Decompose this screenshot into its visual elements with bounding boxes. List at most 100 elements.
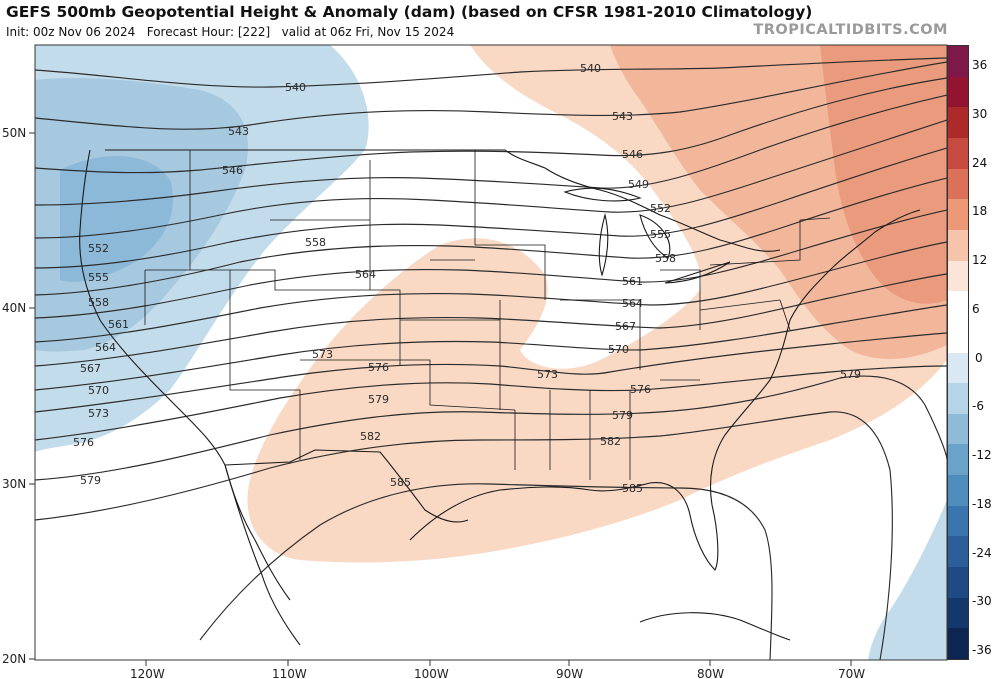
colorbar-segment (948, 628, 968, 660)
contour-label: 570 (608, 343, 629, 356)
colorbar-segment (948, 229, 968, 262)
contour-label: 570 (88, 384, 109, 397)
colorbar-label: 0 (975, 350, 983, 365)
negative-anomaly-southeast (868, 500, 947, 660)
contour-546 (35, 77, 947, 174)
contour-573 (35, 332, 947, 413)
state-lines-central (400, 150, 700, 480)
colorbar-segment (948, 444, 968, 476)
contour-543 (35, 61, 947, 130)
contour-555 (35, 147, 947, 269)
mexico-border (224, 449, 469, 523)
contour-label: 576 (630, 383, 651, 396)
colorbar-label: -18 (972, 496, 992, 511)
colorbar-segment (948, 260, 968, 292)
colorbar-segment (948, 107, 968, 139)
colorbar-segment (948, 597, 968, 629)
contour-label: 558 (655, 252, 676, 265)
contour-label: 579 (80, 474, 101, 487)
colorbar-segment (948, 475, 968, 507)
contour-label: 543 (612, 110, 633, 123)
contour-labels: 540 540 543 543 546 546 549 552 552 555 … (73, 62, 861, 495)
contour-label: 573 (537, 368, 558, 381)
longitude-axis (145, 660, 852, 666)
contour-567 (35, 273, 947, 367)
anomaly-colorbar (947, 45, 969, 660)
contour-579 (35, 375, 947, 481)
colorbar-label: 36 (972, 58, 988, 72)
contour-label: 585 (390, 476, 411, 489)
colorbar-segment (948, 137, 968, 170)
init-time: Init: 00z Nov 06 2024 (6, 25, 136, 39)
state-lines-east (560, 217, 831, 370)
positive-anomaly-northeast-max (820, 45, 947, 304)
contour-540 (35, 57, 947, 88)
contour-570 (35, 304, 947, 391)
great-lakes-erie (664, 261, 731, 284)
contour-label: 585 (622, 482, 643, 495)
contour-label: 582 (600, 435, 621, 448)
contour-label: 546 (222, 164, 243, 177)
contour-label: 564 (622, 297, 643, 310)
colorbar-segment (948, 321, 968, 353)
negative-anomaly-west-max (60, 156, 174, 282)
colorbar-segment (948, 567, 968, 599)
contour-561 (35, 209, 947, 319)
colorbar-label: -12 (972, 448, 992, 462)
baja-coastline (224, 464, 301, 646)
gulf-coastline (409, 209, 921, 571)
colorbar-segment (948, 199, 968, 231)
contour-label: 552 (650, 202, 671, 215)
lon-label: 120W (130, 667, 165, 679)
colorbar-segment (948, 168, 968, 200)
colorbar-segment (948, 536, 968, 568)
contour-552 (35, 119, 947, 239)
colorbar-segment (948, 76, 968, 108)
latitude-axis (29, 132, 35, 660)
chart-title: GEFS 500mb Geopotential Height & Anomaly… (6, 3, 813, 21)
lat-label: 30N (2, 477, 26, 491)
forecast-hour: Forecast Hour: [222] (146, 25, 271, 39)
state-borders (144, 150, 831, 480)
lon-label: 100W (414, 667, 449, 679)
contour-label: 567 (615, 320, 636, 333)
colorbar-segment (948, 46, 968, 78)
contour-label: 561 (622, 275, 643, 288)
lat-label: 40N (2, 301, 26, 315)
colorbar-segment (948, 383, 968, 415)
contour-564 (35, 241, 947, 343)
lat-label: 20N (2, 652, 26, 666)
contour-label: 558 (88, 296, 109, 309)
colorbar-segment (948, 413, 968, 445)
contour-label: 549 (628, 178, 649, 191)
contour-label: 540 (285, 81, 306, 94)
colorbar-label: 6 (972, 301, 980, 316)
contour-label: 552 (88, 242, 109, 255)
contour-label: 540 (580, 62, 601, 75)
colorbar-label: -36 (972, 643, 992, 657)
lon-label: 90W (556, 667, 583, 679)
contour-585 (199, 483, 773, 660)
contour-549 (35, 94, 947, 206)
contour-label: 564 (355, 268, 376, 281)
us-canada-border (105, 149, 781, 252)
contour-label: 543 (228, 125, 249, 138)
cuba-outline (639, 612, 791, 641)
contour-label: 558 (305, 236, 326, 249)
site-watermark: TROPICALTIDBITS.COM (753, 22, 948, 38)
colorbar-label: 18 (972, 204, 988, 219)
pacific-coastline (79, 149, 291, 601)
contour-label: 555 (650, 228, 671, 241)
colorbar-label: -30 (972, 594, 992, 609)
contour-label: 555 (88, 271, 109, 284)
lat-label: 50N (2, 126, 26, 140)
colorbar-label: -6 (972, 399, 984, 414)
contour-label: 579 (612, 409, 633, 422)
colorbar-label: 24 (972, 155, 988, 170)
lon-label: 110W (272, 667, 307, 679)
contour-label: 582 (360, 430, 381, 443)
state-lines-west (144, 150, 516, 460)
contour-576 (35, 365, 947, 441)
colorbar-segment (948, 352, 968, 384)
